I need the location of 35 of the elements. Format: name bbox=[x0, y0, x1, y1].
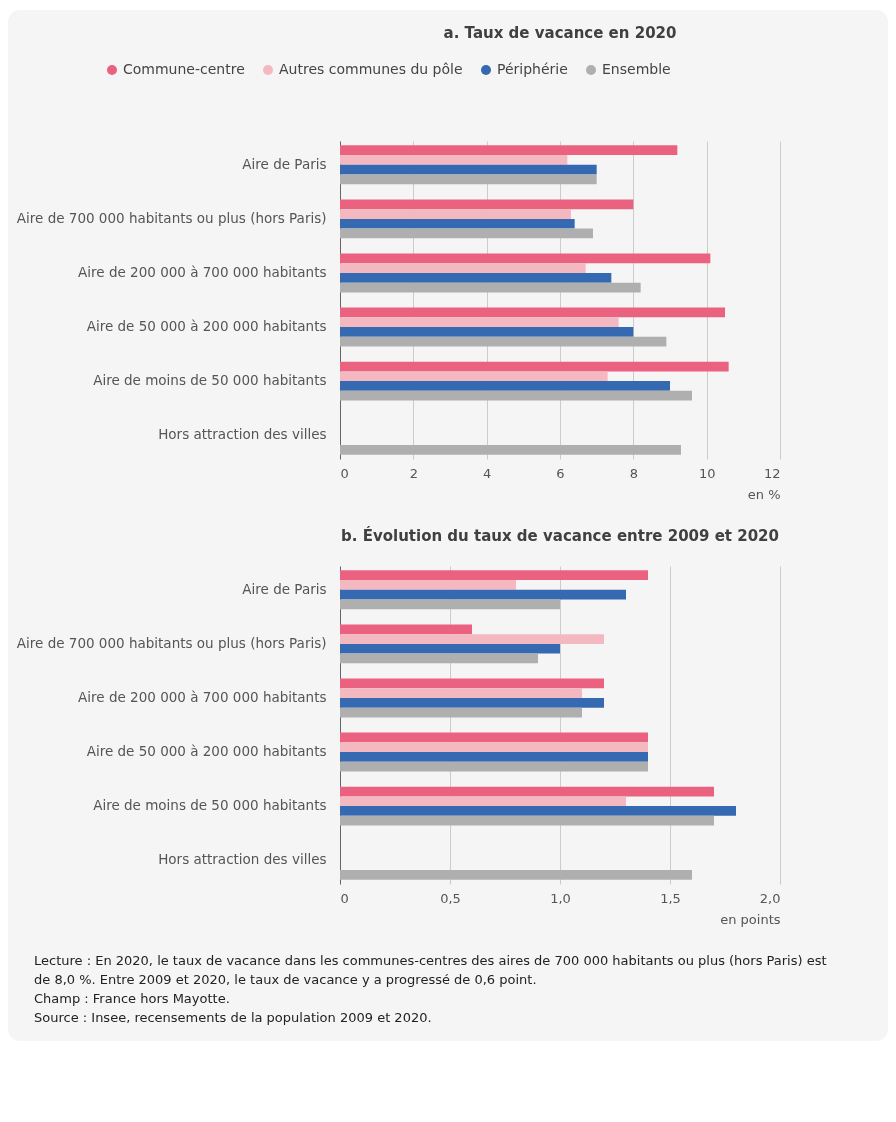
y-tick-label: Aire de 50 000 à 200 000 habitants bbox=[86, 318, 327, 335]
source-note: Source : Insee, recensements de la population 2009 et 2020. bbox=[34, 1008, 433, 1027]
x-tick-label: 2 bbox=[409, 465, 418, 481]
x-axis-title: en % bbox=[747, 486, 781, 502]
y-tick-label: Aire de 700 000 habitants ou plus (hors Paris) bbox=[16, 209, 327, 226]
y-tick-label: Aire de 700 000 habitants ou plus (hors Paris) bbox=[16, 634, 327, 651]
text: Lecture : En 2020, le taux de vacance dans les communes-centres des aires de 700 000 habitants ou plus (hors Paris) est de 8,0 %. Entre 2009 et 2020, le taux de vacance y a progressé de 0,6 point. bbox=[34, 952, 828, 989]
y-tick-label: Aire de 200 000 à 700 000 habitants bbox=[78, 688, 327, 705]
x-tick-label: 8 bbox=[629, 465, 638, 481]
x-tick-label: 0 bbox=[340, 465, 349, 481]
y-tick-label: Aire de 200 000 à 700 000 habitants bbox=[78, 263, 327, 280]
x-tick-label: 4 bbox=[483, 465, 492, 481]
y-tick-label: Aire de moins de 50 000 habitants bbox=[93, 372, 327, 389]
x-tick-label: 12 bbox=[763, 465, 781, 481]
x-axis-title: en points bbox=[720, 911, 781, 927]
chart-title: a. Taux de vacance en 2020 bbox=[443, 24, 677, 42]
text: Champ : France hors Mayotte. bbox=[34, 989, 231, 1008]
y-tick-label: Aire de moins de 50 000 habitants bbox=[93, 797, 327, 814]
x-tick-label: 1,0 bbox=[550, 890, 571, 906]
y-tick-label: Aire de Paris bbox=[242, 580, 327, 597]
x-tick-label: 6 bbox=[556, 465, 565, 481]
y-tick-label: Hors attraction des villes bbox=[158, 851, 327, 868]
legend-label: Périphérie bbox=[497, 61, 568, 77]
x-tick-label: 1,5 bbox=[660, 890, 681, 906]
x-tick-label: 2,0 bbox=[759, 890, 781, 906]
legend-label: Autres communes du pôle bbox=[279, 61, 463, 77]
chart-title: b. Évolution du taux de vacance entre 2009 et 2020 bbox=[341, 526, 779, 545]
x-tick-label: 0,5 bbox=[440, 890, 461, 906]
y-tick-label: Aire de Paris bbox=[242, 155, 327, 172]
legend-label: Ensemble bbox=[602, 61, 671, 77]
y-tick-label: Aire de 50 000 à 200 000 habitants bbox=[86, 743, 327, 760]
x-tick-label: 10 bbox=[698, 465, 716, 481]
x-tick-label: 0 bbox=[340, 890, 349, 906]
y-tick-label: Hors attraction des villes bbox=[158, 426, 327, 443]
legend-label: Commune-centre bbox=[123, 61, 245, 77]
